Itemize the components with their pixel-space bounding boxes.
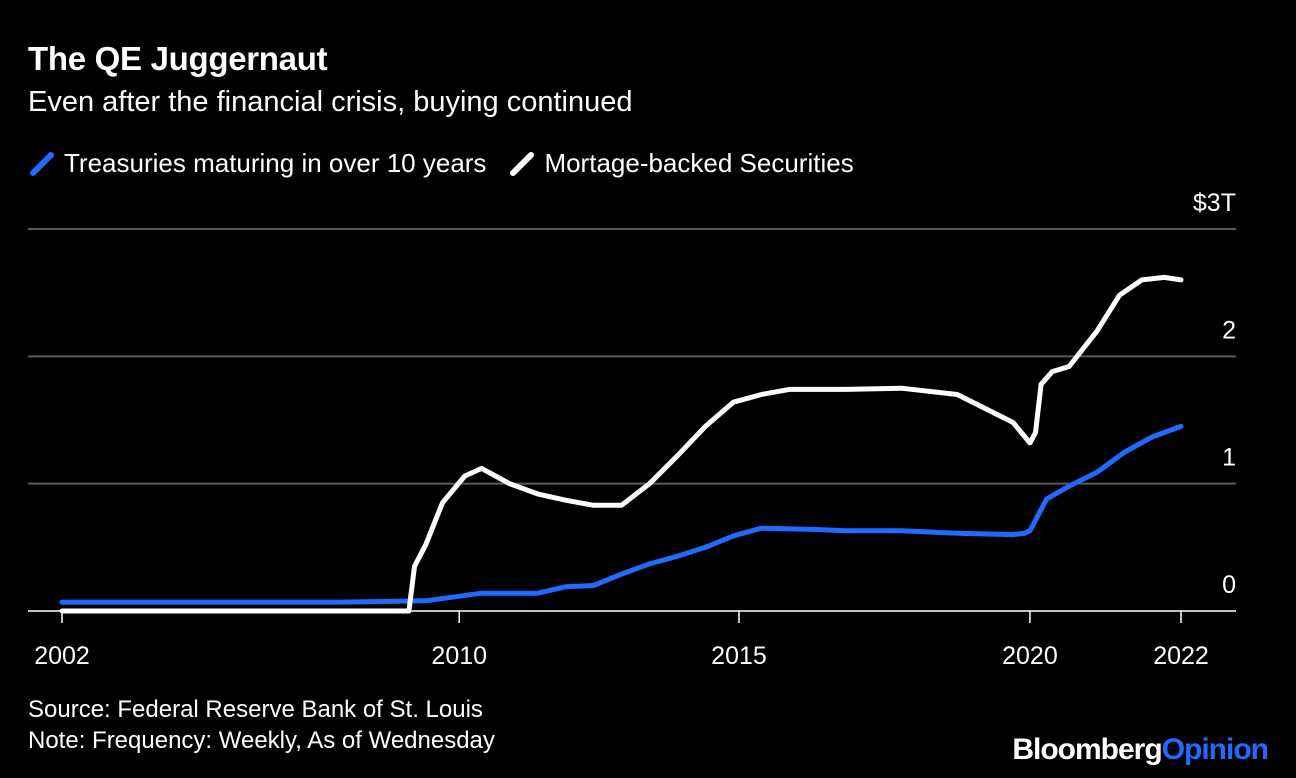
chart-subtitle: Even after the financial crisis, buying … (28, 86, 633, 118)
legend: Treasuries maturing in over 10 years Mor… (28, 148, 876, 179)
y-tick-label-2: 2 (1222, 316, 1236, 344)
grid-layer (28, 228, 1236, 612)
bloomberg-opinion-logo: BloombergOpinion (1012, 733, 1269, 767)
x-tick-label-3: 2020 (1002, 642, 1058, 670)
source-text: Source: Federal Reserve Bank of St. Loui… (28, 696, 483, 723)
x-tick-labels: 2002 2010 2015 2020 2022 (34, 611, 1209, 670)
chart-title: The QE Juggernaut (28, 40, 328, 77)
y-tick-labels: 0 1 2 $3T (1193, 189, 1236, 599)
legend-swatch-mbs (510, 151, 535, 176)
legend-item-mbs: Mortage-backed Securities (508, 148, 854, 179)
brand-bloomberg: Bloomberg (1012, 733, 1162, 766)
brand-opinion: Opinion (1161, 733, 1269, 766)
line-chart: 0 1 2 $3T 2002 2010 2015 2020 2022 (28, 189, 1236, 670)
series-line-1 (59, 274, 1184, 614)
legend-label-treasuries: Treasuries maturing in over 10 years (64, 148, 487, 178)
series-layer (59, 274, 1184, 614)
legend-swatch-treasuries (30, 151, 54, 176)
x-tick-label-0: 2002 (34, 642, 90, 670)
y-tick-label-0: 0 (1222, 571, 1236, 599)
x-tick-label-1: 2010 (431, 642, 487, 670)
legend-item-treasuries: Treasuries maturing in over 10 years (28, 148, 486, 179)
y-tick-label-1: 1 (1222, 444, 1236, 472)
series-line-0 (59, 423, 1184, 605)
x-tick-label-4: 2022 (1153, 642, 1209, 670)
legend-label-mbs: Mortage-backed Securities (544, 148, 854, 178)
x-tick-label-2: 2015 (711, 642, 767, 670)
note-text: Note: Frequency: Weekly, As of Wednesday (28, 727, 495, 754)
y-tick-label-3: $3T (1193, 189, 1236, 217)
